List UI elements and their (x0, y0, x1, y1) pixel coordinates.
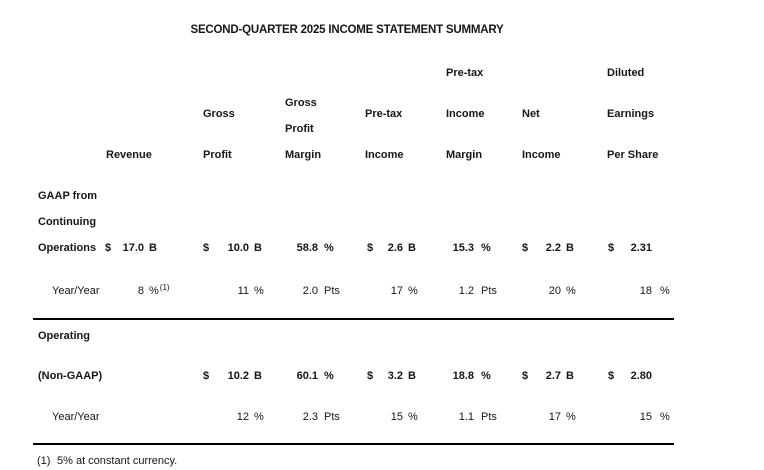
cell-dollar: $ (105, 242, 112, 254)
column-header-pretax-income-margin: Margin (446, 149, 483, 161)
row-label-operating: Operating (38, 330, 90, 342)
column-header-gross-profit-margin: Margin (285, 149, 322, 161)
column-header-diluted-eps: Diluted (607, 67, 645, 79)
cell-unit: Pts (324, 285, 340, 297)
column-header-gross-profit-margin: Profit (285, 123, 314, 135)
cell-unit: Pts (481, 285, 497, 297)
column-header-pretax-income-margin: Income (446, 108, 485, 120)
cell-value-pretax-income-margin: 18.8 (452, 370, 474, 382)
column-header-pretax-income-margin: Pre-tax (446, 67, 484, 79)
cell-unit: B (149, 242, 157, 254)
cell-dollar: $ (522, 370, 529, 382)
cell-dollar: $ (522, 242, 529, 254)
cell-value-gross-profit: 10.2 (227, 370, 249, 382)
row-label-gaap: Continuing (38, 216, 97, 228)
cell-value-gross-profit-margin-yoy: 2.0 (302, 285, 318, 297)
cell-unit: B (254, 242, 262, 254)
cell-unit: % (149, 285, 159, 297)
row-label-gaap: GAAP from (38, 190, 98, 202)
cell-value-pretax-income-yoy: 17 (390, 285, 403, 297)
column-header-gross-profit: Gross (203, 108, 235, 120)
cell-unit: % (660, 285, 670, 297)
cell-dollar: $ (203, 242, 210, 254)
column-header-gross-profit-margin: Gross (285, 97, 317, 109)
cell-unit: Pts (481, 411, 497, 423)
cell-value-pretax-income-margin-yoy: 1.2 (458, 285, 474, 297)
cell-unit: % (254, 285, 264, 297)
cell-value-pretax-income: 2.6 (387, 242, 403, 254)
row-label-operating: (Non-GAAP) (38, 370, 103, 382)
column-header-net-income: Income (522, 149, 561, 161)
column-header-diluted-eps: Earnings (607, 108, 655, 120)
cell-unit: % (408, 411, 418, 423)
cell-dollar: $ (367, 370, 374, 382)
cell-value-gross-profit: 10.0 (227, 242, 249, 254)
column-header-pretax-income: Income (365, 149, 404, 161)
cell-unit: % (324, 242, 334, 254)
cell-value-gross-profit-yoy: 12 (236, 411, 249, 423)
cell-value-diluted-eps: 2.80 (630, 370, 652, 382)
cell-value-pretax-income: 3.2 (387, 370, 403, 382)
cell-unit: % (660, 411, 670, 423)
cell-unit: % (481, 242, 491, 254)
cell-value-net-income-yoy: 20 (548, 285, 561, 297)
page-title: SECOND-QUARTER 2025 INCOME STATEMENT SUM… (190, 24, 504, 36)
cell-value-gross-profit-margin-yoy: 2.3 (302, 411, 318, 423)
cell-unit-with-footnote: %(1) (149, 283, 170, 298)
cell-unit: % (566, 285, 576, 297)
column-header-net-income: Net (522, 108, 540, 120)
cell-dollar: $ (367, 242, 374, 254)
cell-value-diluted-eps-yoy: 15 (639, 411, 652, 423)
cell-unit: B (408, 242, 416, 254)
cell-unit: B (254, 370, 262, 382)
cell-value-gross-profit-margin: 60.1 (296, 370, 318, 382)
row-label-gaap: Operations (38, 242, 97, 254)
section-divider-line (33, 318, 674, 320)
cell-value-net-income-yoy: 17 (548, 411, 561, 423)
cell-value-pretax-income-margin-yoy: 1.1 (458, 411, 474, 423)
cell-dollar: $ (203, 370, 210, 382)
cell-unit: B (566, 370, 574, 382)
footnote-superscript: (1) (159, 283, 170, 292)
cell-value-gross-profit-margin: 58.8 (296, 242, 318, 254)
cell-value-net-income: 2.7 (545, 370, 561, 382)
cell-value-diluted-eps-yoy: 18 (639, 285, 652, 297)
row-label-year-over-year: Year/Year (52, 285, 100, 297)
cell-value-pretax-income-margin: 15.3 (452, 242, 474, 254)
row-label-year-over-year: Year/Year (52, 411, 100, 423)
cell-unit: % (324, 370, 334, 382)
cell-unit: B (408, 370, 416, 382)
cell-dollar: $ (608, 370, 615, 382)
cell-value-gross-profit-yoy: 11 (237, 285, 249, 297)
cell-unit: % (481, 370, 491, 382)
cell-unit: Pts (324, 411, 340, 423)
cell-value-net-income: 2.2 (545, 242, 561, 254)
footnote-text: 5% at constant currency. (57, 455, 178, 467)
column-header-pretax-income: Pre-tax (365, 108, 403, 120)
cell-value-pretax-income-yoy: 15 (390, 411, 403, 423)
column-header-diluted-eps: Per Share (607, 149, 659, 161)
cell-value-revenue-yoy: 8 (137, 285, 144, 297)
cell-unit: B (566, 242, 574, 254)
cell-value-diluted-eps: 2.31 (630, 242, 652, 254)
cell-unit: % (408, 285, 418, 297)
cell-unit: % (566, 411, 576, 423)
table-bottom-line (33, 443, 674, 445)
cell-unit: % (254, 411, 264, 423)
column-header-revenue: Revenue (106, 149, 152, 161)
cell-value-revenue: 17.0 (122, 242, 144, 254)
cell-dollar: $ (608, 242, 615, 254)
column-header-gross-profit: Profit (203, 149, 232, 161)
footnote-marker: (1) (37, 455, 51, 467)
